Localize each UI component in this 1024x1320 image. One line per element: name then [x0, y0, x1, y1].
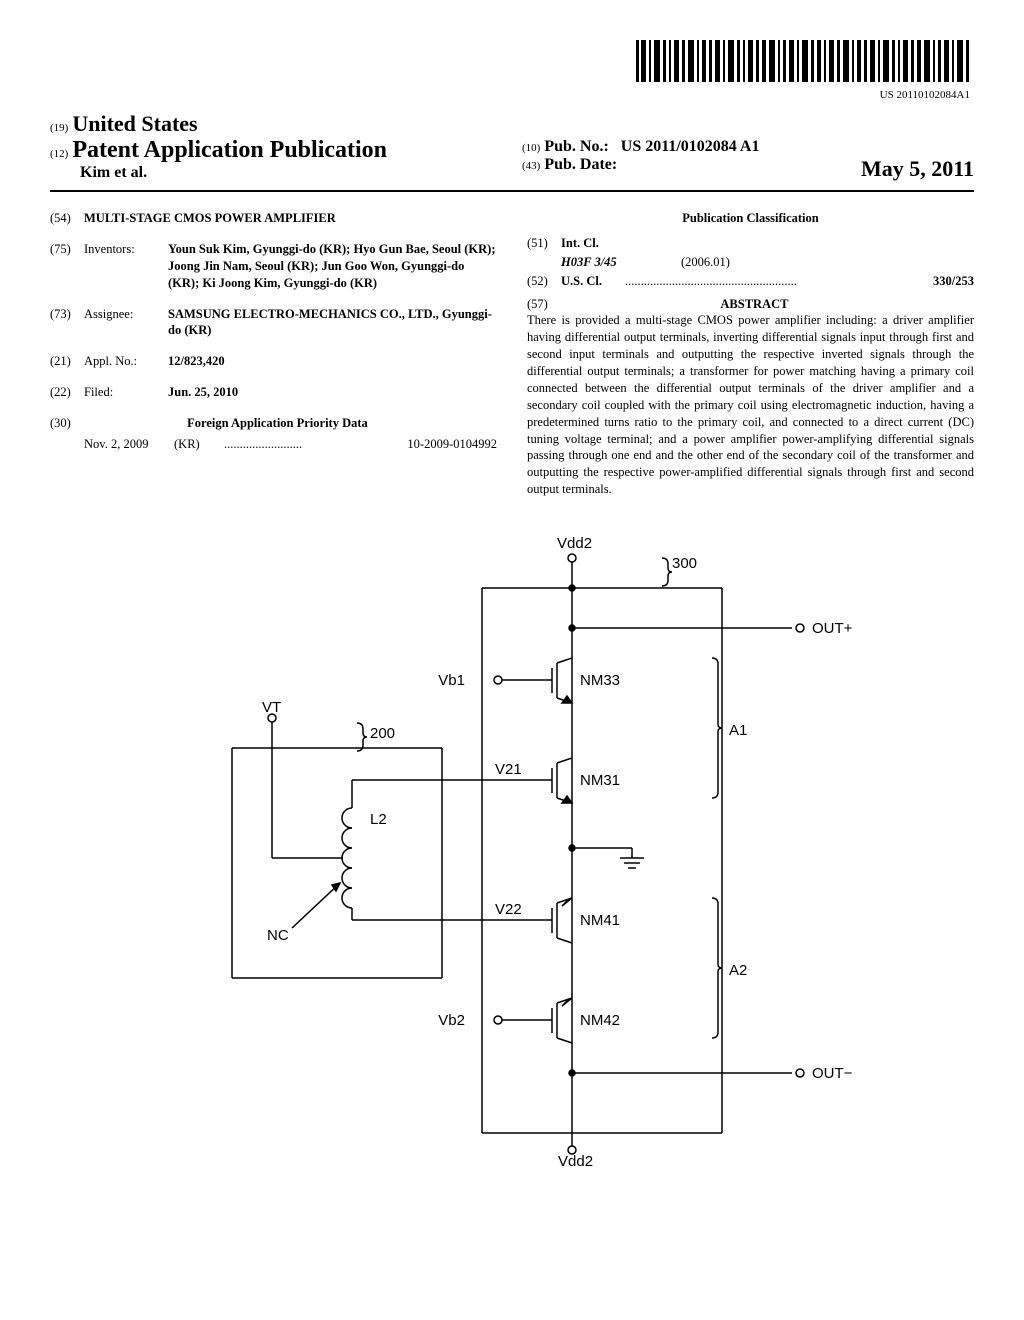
label-v22: V22	[495, 901, 522, 918]
label-out-minus: OUT−	[812, 1065, 852, 1082]
assignee-label: Assignee:	[84, 306, 168, 340]
label-vdd2-bot: Vdd2	[558, 1153, 593, 1168]
appl-num: (21)	[50, 353, 84, 370]
assignee-val: SAMSUNG ELECTRO-MECHANICS CO., LTD., Gyu…	[168, 307, 492, 338]
filed-label: Filed:	[84, 384, 168, 401]
abstract-title: ABSTRACT	[551, 296, 958, 313]
intcl-num: (51)	[527, 235, 561, 252]
inventors-label: Inventors:	[84, 241, 168, 292]
priority-title: Foreign Application Priority Data	[74, 415, 481, 432]
abstract-num: (57)	[527, 297, 548, 311]
inventors-num: (75)	[50, 241, 84, 292]
field43-num: (43)	[522, 160, 540, 172]
field10-num: (10)	[522, 142, 540, 154]
label-nc: NC	[267, 927, 289, 944]
country-num: (19)	[50, 122, 68, 134]
label-out-plus: OUT+	[812, 620, 852, 637]
label-vb1: Vb1	[438, 672, 465, 689]
priority-country: (KR)	[174, 436, 224, 453]
label-200: 200	[370, 725, 395, 742]
label-l2: L2	[370, 811, 387, 828]
label-vt: VT	[262, 699, 281, 716]
field10-val: US 2011/0102084 A1	[621, 138, 760, 155]
uscl-num: (52)	[527, 273, 561, 290]
pub-class-title: Publication Classification	[527, 210, 974, 227]
label-a2: A2	[729, 962, 747, 979]
priority-val: 10-2009-0104992	[407, 436, 497, 453]
label-nm42: NM42	[580, 1012, 620, 1029]
priority-dots: .........................	[224, 436, 407, 453]
uscl-label: U.S. Cl.	[561, 273, 625, 290]
circuit-diagram: Vdd2 300 OUT+ Vb1 NM33 A1 V21 NM31 V22 N…	[50, 528, 974, 1173]
field43-val: May 5, 2011	[861, 156, 974, 182]
uscl-val: 330/253	[933, 273, 974, 290]
priority-date: Nov. 2, 2009	[84, 436, 174, 453]
label-300: 300	[672, 555, 697, 572]
label-nm41: NM41	[580, 912, 620, 929]
uscl-dots: ........................................…	[625, 273, 933, 290]
intcl-label: Int. Cl.	[561, 235, 625, 252]
assignee-num: (73)	[50, 306, 84, 340]
divider	[50, 190, 974, 192]
priority-num: (30)	[50, 416, 71, 430]
label-nm31: NM31	[580, 772, 620, 789]
filed-val: Jun. 25, 2010	[168, 384, 497, 401]
appl-val: 12/823,420	[168, 353, 497, 370]
field43-label: Pub. Date:	[544, 156, 617, 173]
barcode-text: US 20110102084A1	[50, 89, 974, 101]
field10-label: Pub. No.:	[544, 138, 608, 155]
inventors-val: Youn Suk Kim, Gyunggi-do (KR); Hyo Gun B…	[168, 242, 495, 290]
pub-num: (12)	[50, 148, 68, 160]
intcl-code: H03F 3/45	[561, 254, 681, 271]
filed-num: (22)	[50, 384, 84, 401]
diagram-svg: Vdd2 300 OUT+ Vb1 NM33 A1 V21 NM31 V22 N…	[172, 528, 852, 1168]
barcode-svg	[634, 40, 974, 82]
invention-title: MULTI-STAGE CMOS POWER AMPLIFIER	[84, 210, 497, 227]
label-v21: V21	[495, 761, 522, 778]
label-vb2: Vb2	[438, 1012, 465, 1029]
label-a1: A1	[729, 722, 747, 739]
label-vdd2-top: Vdd2	[557, 535, 592, 552]
abstract-text: There is provided a multi-stage CMOS pow…	[527, 312, 974, 498]
intcl-year: (2006.01)	[681, 254, 974, 271]
title-num: (54)	[50, 210, 84, 227]
appl-label: Appl. No.:	[84, 353, 168, 370]
pub-title: Patent Application Publication	[72, 137, 387, 163]
barcode	[50, 40, 974, 87]
authors: Kim et al.	[50, 164, 502, 182]
label-nm33: NM33	[580, 672, 620, 689]
country: United States	[72, 111, 197, 136]
